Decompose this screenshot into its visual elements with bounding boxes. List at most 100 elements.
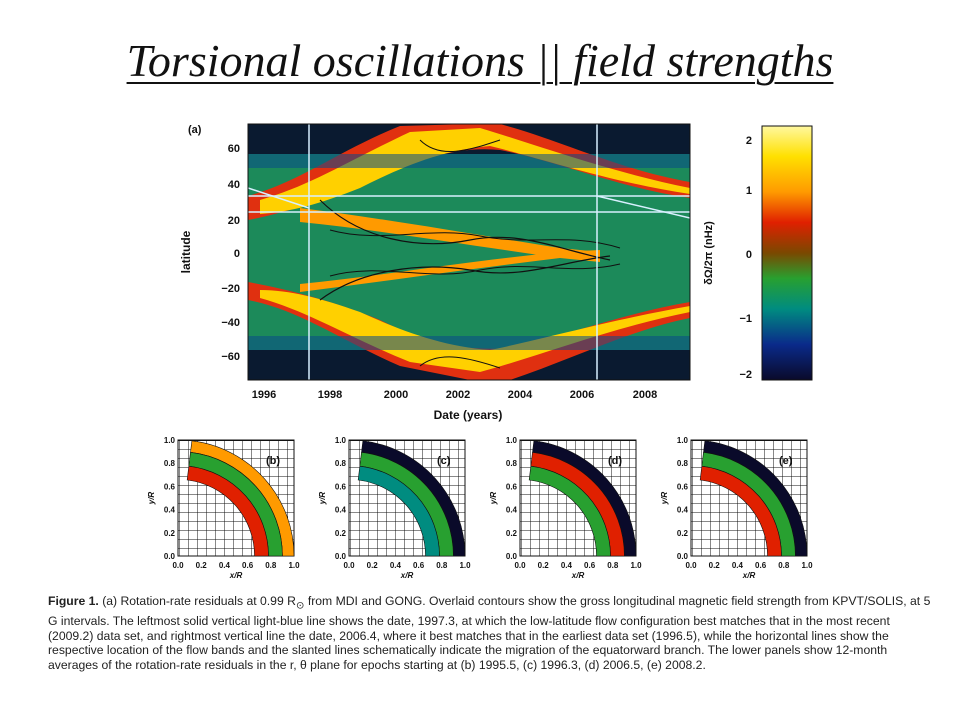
y-tick: 0	[234, 248, 240, 260]
y-tick: 0.8	[677, 459, 689, 468]
y-tick: 60	[228, 143, 240, 155]
caption-sun-symbol: ⊙	[295, 600, 305, 612]
x-axis-ticks: 1996 1998 2000 2002 2004 2006 2008	[252, 389, 657, 401]
x-tick: 0.0	[514, 561, 526, 570]
y-tick: 0.6	[164, 482, 176, 491]
y-axis-label: y/R	[147, 492, 156, 506]
colorbar-label: δΩ/2π (nHz)	[703, 221, 715, 285]
x-tick: 0.2	[709, 561, 721, 570]
x-axis-label: x/R	[742, 571, 756, 580]
residual-map	[248, 124, 690, 380]
x-tick: 2006	[570, 389, 594, 401]
x-tick: 0.0	[172, 561, 184, 570]
y-tick: 0.6	[506, 482, 518, 491]
main-panel: (a)	[179, 123, 691, 422]
y-tick: 0.0	[335, 552, 347, 561]
y-axis-label: y/R	[318, 492, 327, 506]
y-tick: −40	[221, 317, 240, 329]
colorbar-tick: −1	[739, 313, 752, 325]
x-tick: 0.0	[343, 561, 355, 570]
y-tick: 0.8	[506, 459, 518, 468]
x-axis-label: x/R	[571, 571, 585, 580]
small-panel-label: (d)	[608, 455, 622, 467]
colorbar-tick: 1	[746, 185, 752, 197]
y-tick: 0.0	[164, 552, 176, 561]
x-tick: 0.8	[436, 561, 448, 570]
x-tick: 0.8	[778, 561, 790, 570]
x-axis-label: x/R	[400, 571, 414, 580]
x-tick: 0.2	[196, 561, 208, 570]
x-tick: 0.2	[367, 561, 379, 570]
x-tick: 2008	[633, 389, 657, 401]
small-panel: (d) 0.00.0 0.2 0.2 0.4 0.4 0.6 0.6 0.8 0.8 1.0 1.0 x…	[489, 436, 642, 580]
y-tick: 1.0	[506, 436, 518, 445]
y-tick: 1.0	[335, 436, 347, 445]
y-tick: 0.4	[506, 506, 518, 515]
y-axis-label: latitude	[179, 230, 193, 273]
small-panel-label: (c)	[437, 455, 451, 467]
rotation-residual-shell	[357, 465, 440, 557]
y-tick: 0.8	[164, 459, 176, 468]
rotation-residual-shell	[699, 465, 782, 557]
rotation-residual-shell	[186, 465, 269, 557]
y-tick: 0.2	[506, 529, 518, 538]
y-tick: 1.0	[164, 436, 176, 445]
figure-caption: Figure 1. (a) Rotation-rate residuals at…	[48, 594, 938, 672]
x-axis-label: x/R	[229, 571, 243, 580]
x-tick: 1.0	[801, 561, 813, 570]
y-tick: 0.2	[677, 529, 689, 538]
small-panel: (c) 0.00.0 0.2 0.2 0.4 0.4 0.6 0.6 0.8 0.8 1.0 1.0 x…	[318, 436, 471, 580]
y-axis-label: y/R	[489, 492, 498, 506]
y-tick: 0.2	[164, 529, 176, 538]
caption-label: Figure 1.	[48, 594, 99, 608]
colorbar-gradient	[761, 125, 813, 381]
x-tick: 2000	[384, 389, 408, 401]
y-axis-label: y/R	[660, 492, 669, 506]
x-tick: 0.6	[755, 561, 767, 570]
x-tick: 0.0	[685, 561, 697, 570]
y-tick: 0.4	[677, 506, 689, 515]
y-tick: 0.0	[506, 552, 518, 561]
y-tick: 0.0	[677, 552, 689, 561]
y-tick: 20	[228, 215, 240, 227]
x-tick: 1.0	[459, 561, 471, 570]
y-axis-ticks: 60 40 20 0 −20 −40 −60	[221, 143, 240, 363]
colorbar-tick: 2	[746, 135, 752, 147]
x-axis-label: Date (years)	[434, 408, 503, 422]
small-panel: (e) 0.00.0 0.2 0.2 0.4 0.4 0.6 0.6 0.8 0.8 1.0 1.0 x…	[660, 436, 813, 580]
y-tick: −20	[221, 283, 240, 295]
x-tick: 1998	[318, 389, 342, 401]
colorbar-tick: 0	[746, 249, 752, 261]
y-tick: 1.0	[677, 436, 689, 445]
y-tick: 0.4	[164, 506, 176, 515]
slide-title: Torsional oscillations || field strength…	[126, 35, 834, 86]
x-tick: 0.6	[242, 561, 254, 570]
x-tick: 0.6	[413, 561, 425, 570]
colorbar-tick: −2	[739, 369, 752, 381]
y-tick: 0.4	[335, 506, 347, 515]
x-tick: 0.6	[584, 561, 596, 570]
y-tick: −60	[221, 351, 240, 363]
rotation-residual-shell	[528, 465, 611, 557]
x-tick: 2002	[446, 389, 470, 401]
y-tick: 40	[228, 179, 240, 191]
colorbar: 2 1 0 −1 −2 δΩ/2π (nHz)	[703, 125, 813, 381]
x-tick: 0.8	[607, 561, 619, 570]
caption-text-2: from MDI and GONG. Overlaid contours sho…	[48, 594, 931, 672]
x-tick: 0.4	[732, 561, 744, 570]
y-tick: 0.6	[677, 482, 689, 491]
small-panel-label: (b)	[266, 455, 280, 467]
y-tick: 0.2	[335, 529, 347, 538]
x-tick: 1.0	[288, 561, 300, 570]
x-tick: 2004	[508, 389, 533, 401]
small-panel-label: (e)	[779, 455, 793, 467]
caption-text-1: (a) Rotation-rate residuals at 0.99 R	[102, 594, 296, 608]
y-tick: 0.6	[335, 482, 347, 491]
x-tick: 1.0	[630, 561, 642, 570]
y-tick: 0.8	[335, 459, 347, 468]
x-tick: 0.4	[219, 561, 231, 570]
panel-label-a: (a)	[188, 124, 202, 136]
x-tick: 0.4	[561, 561, 573, 570]
x-tick: 0.8	[265, 561, 277, 570]
